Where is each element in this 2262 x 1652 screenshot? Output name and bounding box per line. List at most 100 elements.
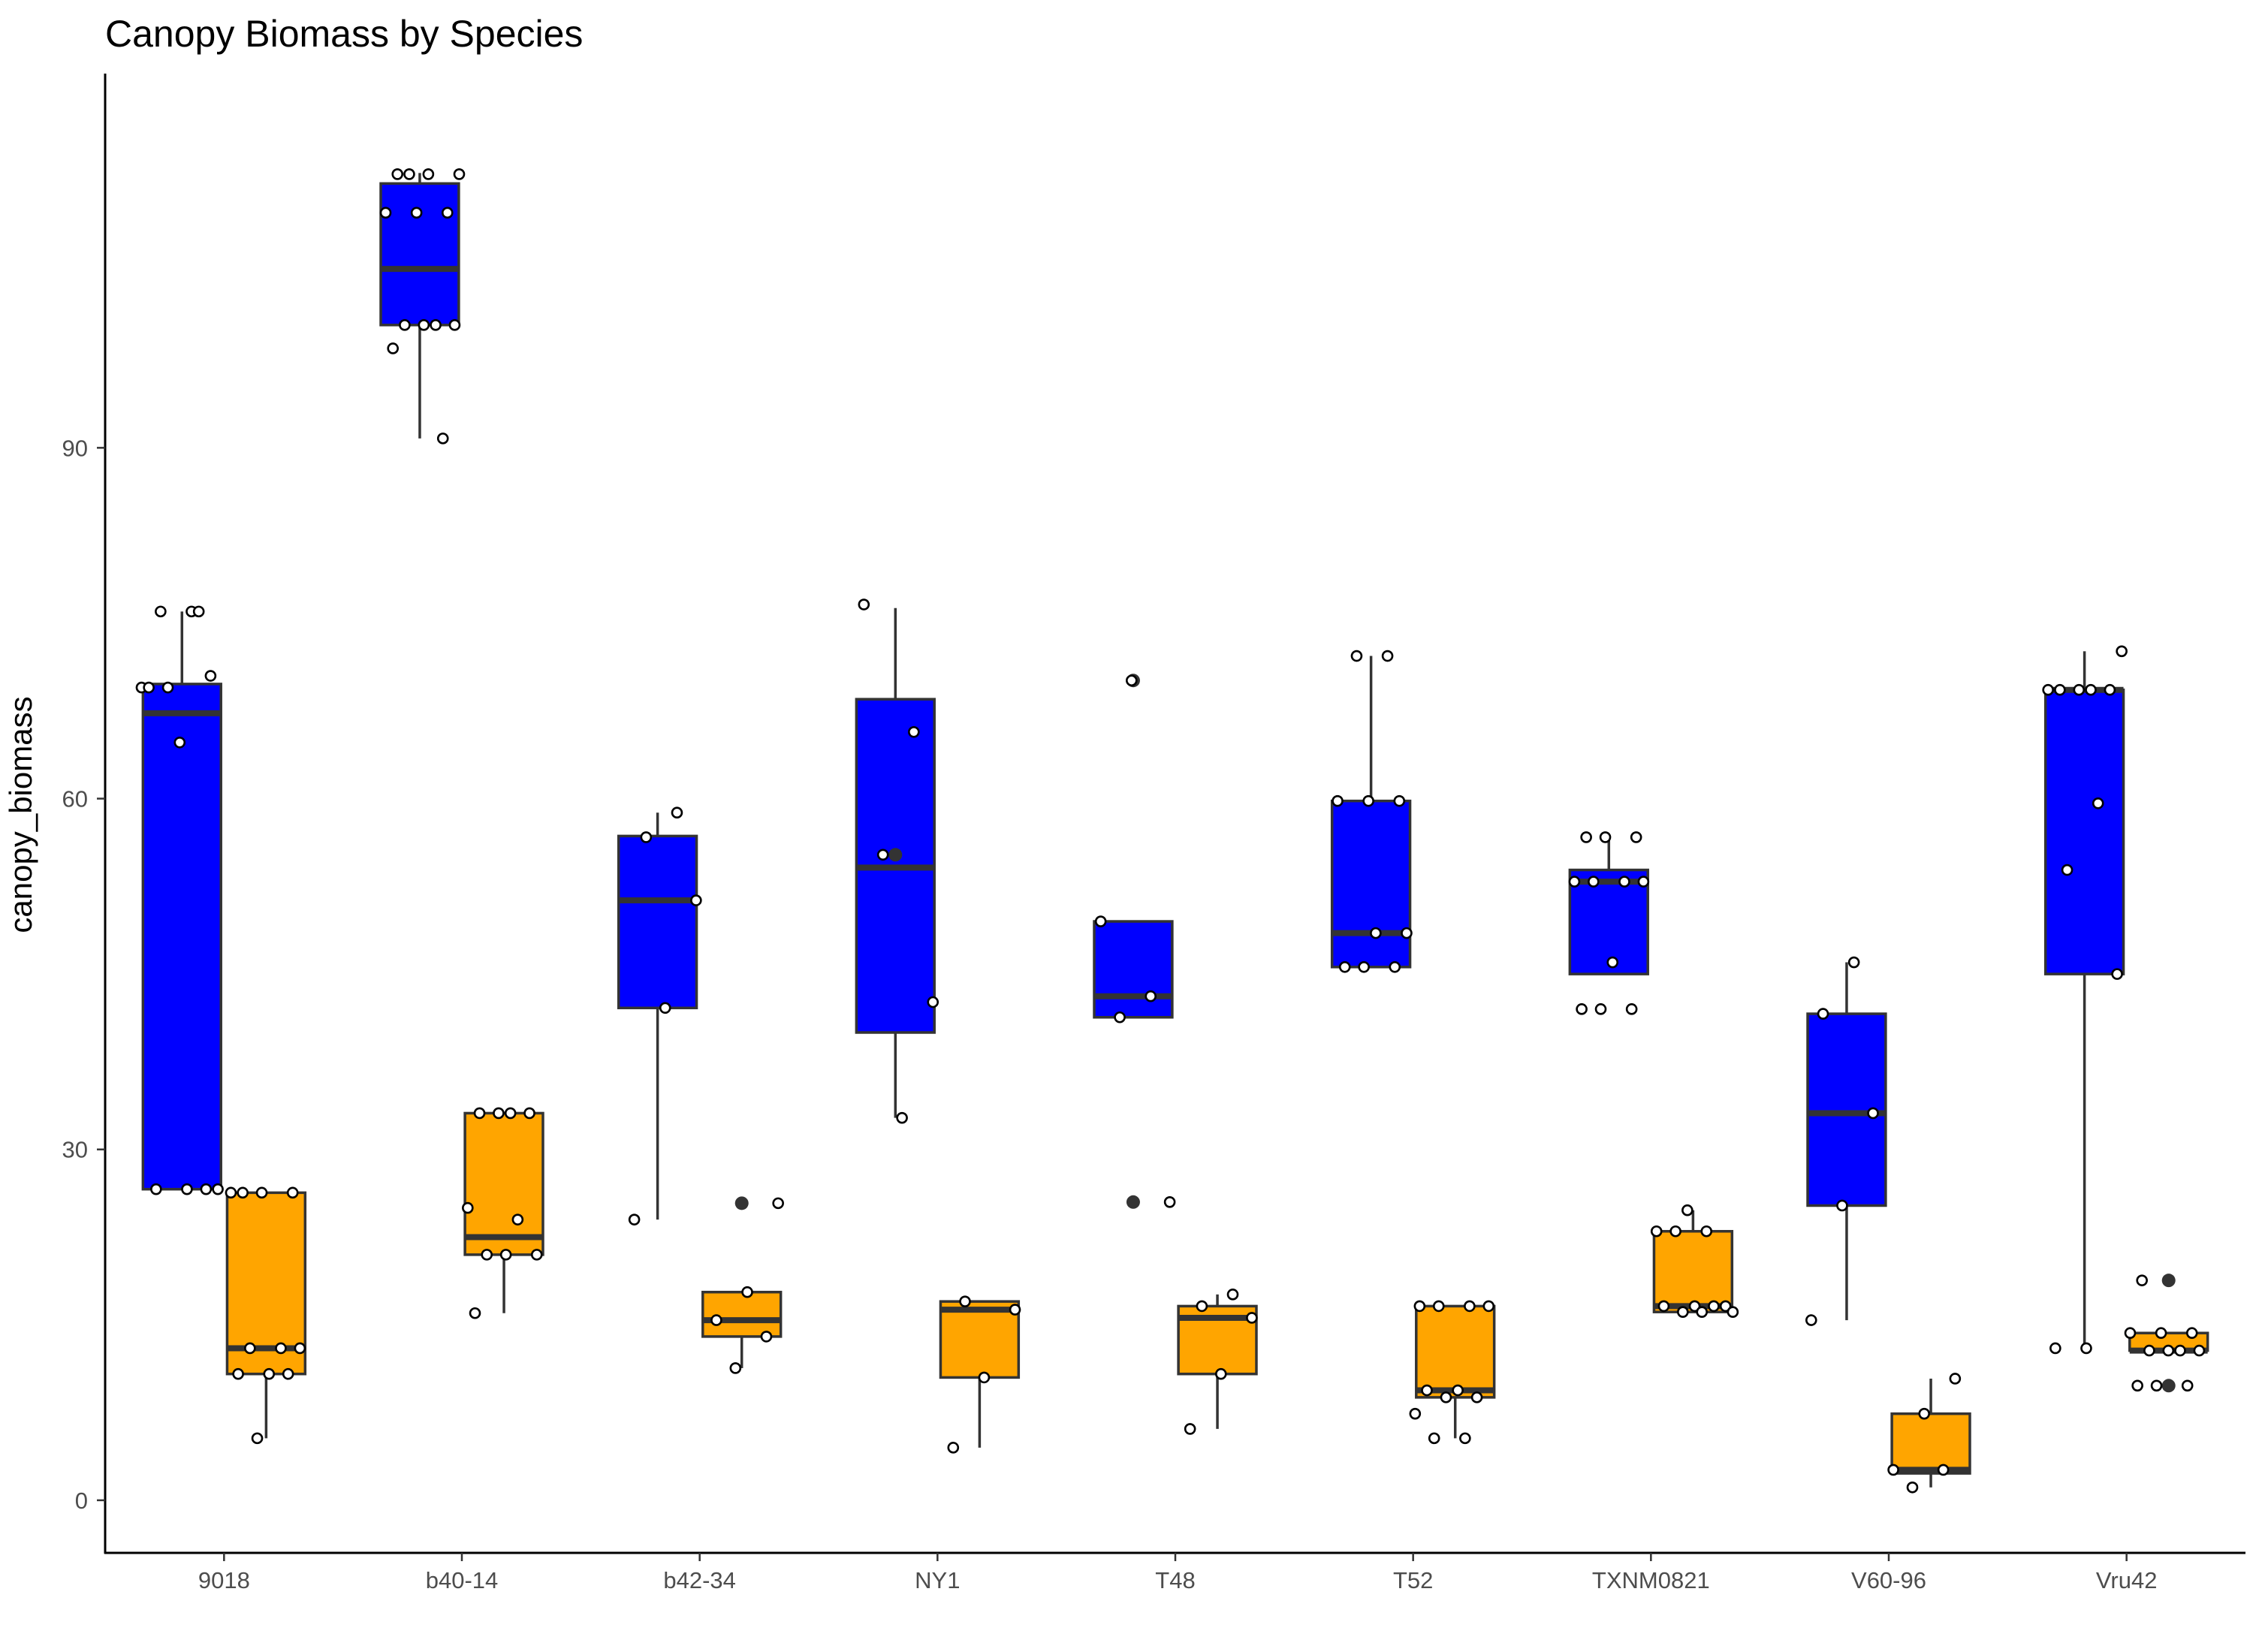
box [701, 1290, 783, 1338]
jitter-point [1568, 876, 1581, 888]
jitter-point [204, 670, 217, 682]
jitter-point [690, 894, 702, 906]
x-tick-label: b42-34 [663, 1567, 736, 1593]
jitter-point [1401, 927, 1413, 939]
x-tick-label: b40-14 [426, 1567, 499, 1593]
jitter-point [741, 1286, 753, 1298]
plot-area [135, 168, 2209, 1494]
axes: 0 30 60 90 9018 b40-14 b42-34 NY1 T48 T52 TXNM0821… [62, 74, 2245, 1593]
jitter-point [1867, 1107, 1879, 1120]
box [2043, 688, 2125, 975]
jitter-point [2104, 683, 2116, 696]
jitter-point [927, 996, 939, 1008]
jitter-point [181, 1183, 193, 1195]
outlier-point [2161, 1274, 2176, 1288]
jitter-point [1817, 1008, 1829, 1020]
jitter-point [2150, 1379, 2163, 1392]
jitter-point [1370, 927, 1382, 939]
jitter-point [2136, 1274, 2148, 1286]
jitter-point [1332, 794, 1344, 807]
box [617, 834, 698, 1010]
jitter-point [2193, 1344, 2206, 1357]
jitter-point [2085, 683, 2097, 696]
jitter-point [1464, 1300, 1476, 1313]
jitter-point [1805, 1314, 1817, 1326]
jitter-point [2185, 1327, 2198, 1340]
jitter-point [1362, 794, 1374, 807]
jitter-point [2124, 1327, 2137, 1340]
jitter-point [282, 1367, 294, 1380]
jitter-point [1708, 1300, 1720, 1313]
jitter-point [150, 1183, 162, 1195]
jitter-point [448, 319, 461, 331]
jitter-point [1459, 1432, 1471, 1445]
jitter-point [173, 736, 186, 749]
y-tick-label: 90 [62, 435, 88, 461]
jitter-point [2054, 683, 2066, 696]
jitter-point [1409, 1407, 1422, 1420]
jitter-point [1599, 831, 1612, 843]
jitter-point [1688, 1300, 1701, 1313]
box [1330, 799, 1412, 969]
jitter-point [499, 1249, 512, 1261]
jitter-point [391, 168, 404, 180]
jitter-point [2116, 645, 2128, 658]
jitter-point [1606, 956, 1619, 969]
jitter-point [237, 1186, 249, 1199]
jitter-point [1918, 1407, 1931, 1420]
jitter-point [244, 1342, 256, 1355]
box [1652, 1229, 1734, 1313]
jitter-point [1630, 831, 1642, 843]
jitter-point [959, 1295, 971, 1307]
box [1890, 1412, 1971, 1475]
jitter-point [628, 1213, 641, 1225]
jitter-point [493, 1107, 505, 1120]
y-tick-label: 60 [62, 786, 88, 812]
box [1093, 920, 1174, 1019]
jitter-point [1681, 1204, 1693, 1216]
jitter-point [469, 1307, 481, 1319]
jitter-point [1381, 650, 1394, 662]
jitter-point [1657, 1300, 1670, 1313]
jitter-point [1214, 1367, 1227, 1380]
jitter-point [1196, 1300, 1208, 1313]
jitter-point [2080, 1342, 2092, 1355]
jitter-point [192, 605, 205, 618]
jitter-point [263, 1367, 276, 1380]
jitter-point [908, 725, 920, 738]
jitter-point [2131, 1379, 2143, 1392]
jitter-point [1413, 1300, 1426, 1313]
jitter-point [1145, 990, 1157, 1002]
jitter-point [1393, 794, 1406, 807]
jitter-point [978, 1371, 991, 1384]
jitter-point [523, 1107, 535, 1120]
jitter-point [1226, 1289, 1239, 1301]
jitter-point [760, 1331, 773, 1343]
jitter-point [1637, 876, 1650, 888]
jitter-point [1847, 956, 1860, 969]
jitter-point [1125, 674, 1138, 687]
jitter-point [2181, 1379, 2194, 1392]
jitter-point [1625, 1003, 1638, 1015]
jitter-point [2061, 864, 2074, 876]
jitter-point [418, 319, 430, 331]
jitter-point [772, 1197, 784, 1210]
y-tick-label: 0 [75, 1488, 88, 1514]
jitter-point [858, 598, 870, 610]
jitter-point [1184, 1423, 1196, 1435]
jitter-point [387, 342, 400, 354]
jitter-point [511, 1213, 524, 1225]
jitter-point [294, 1342, 306, 1355]
jitter-point [1937, 1464, 1950, 1476]
jitter-point [1389, 960, 1401, 973]
jitter-point [481, 1249, 493, 1261]
jitter-point [155, 605, 167, 618]
jitter-point [640, 831, 653, 843]
jitter-point [436, 433, 449, 445]
jitter-point [2042, 683, 2054, 696]
jitter-point [2155, 1327, 2167, 1340]
jitter-point [1432, 1300, 1445, 1313]
x-tick-label: NY1 [915, 1567, 960, 1593]
jitter-point [286, 1186, 299, 1199]
jitter-point [1700, 1225, 1713, 1237]
